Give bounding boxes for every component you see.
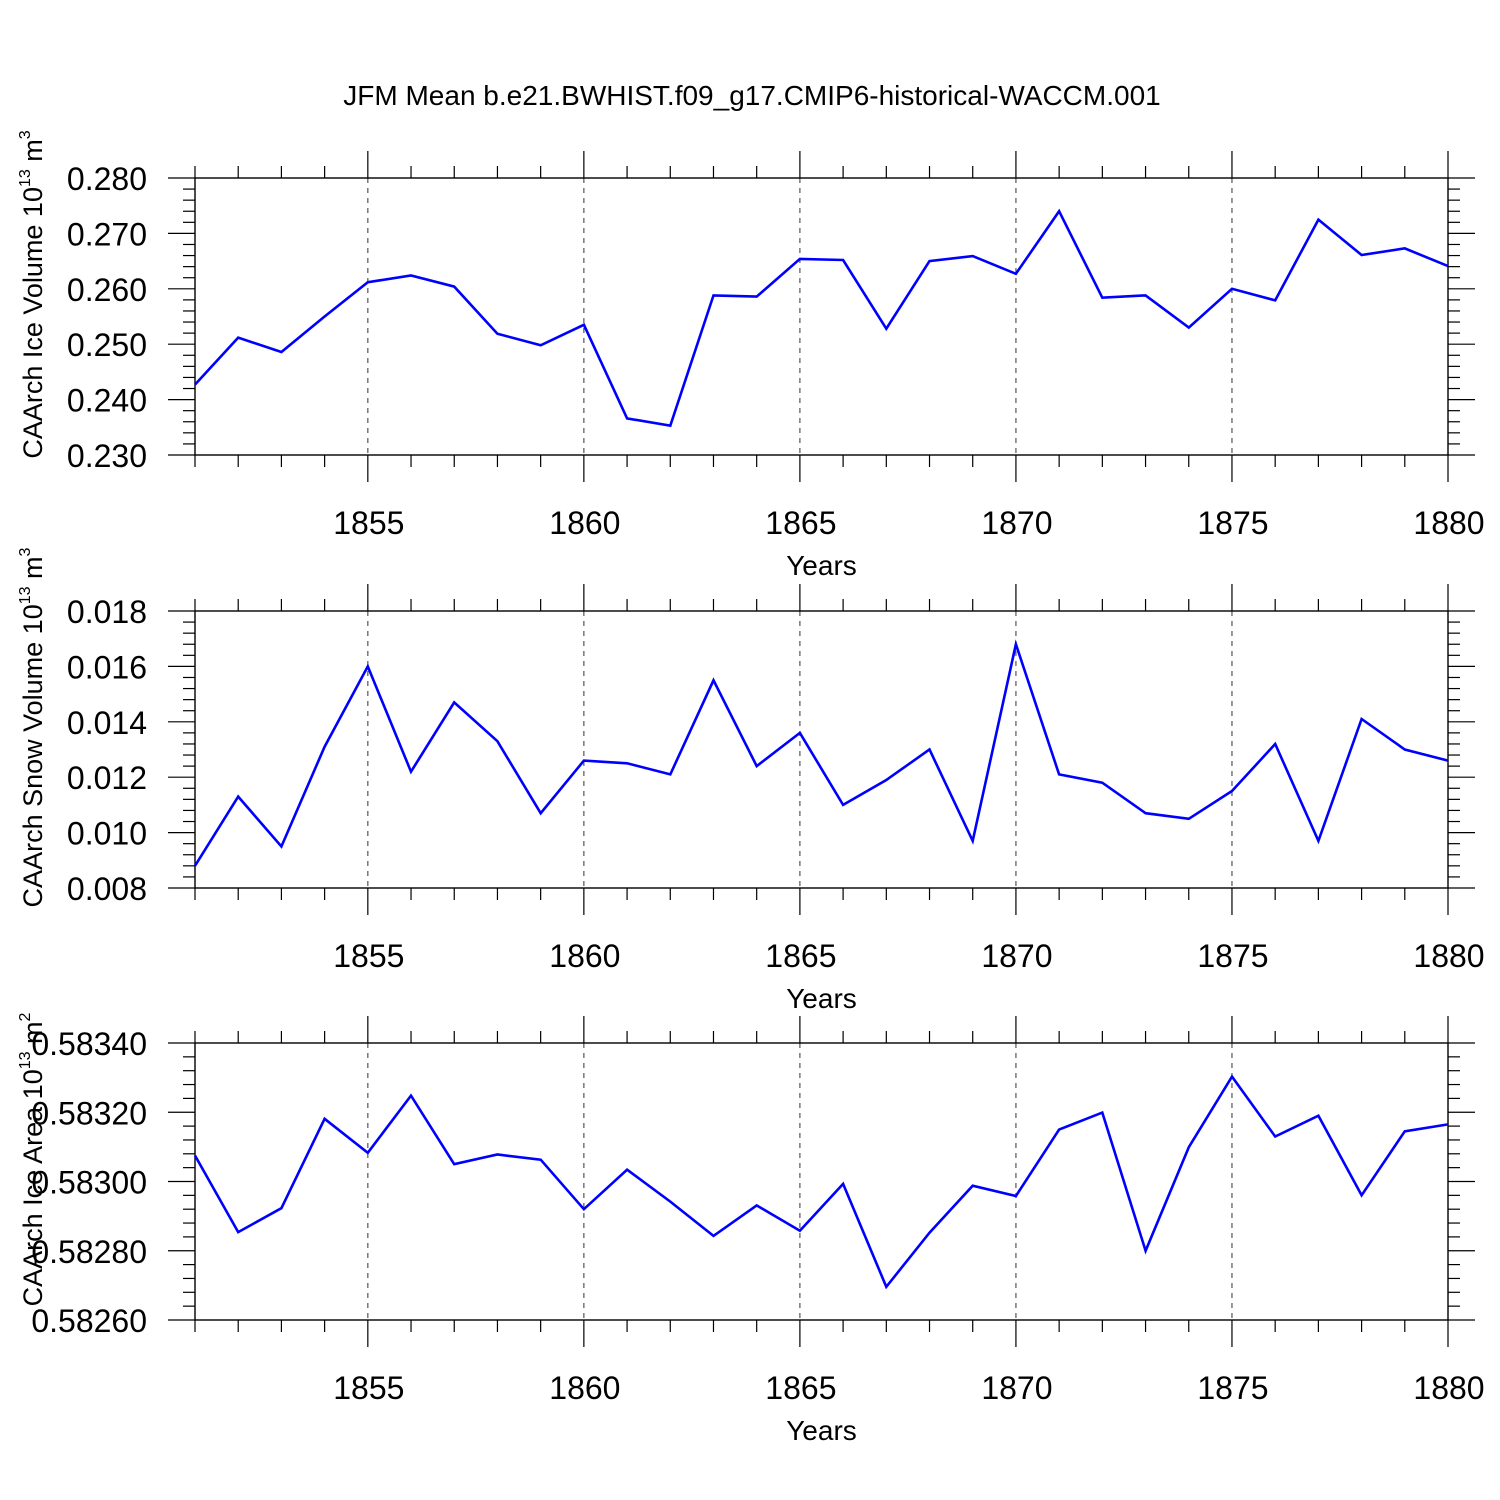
y-tick-label: 0.270 (67, 216, 147, 252)
y-tick-label: 0.014 (67, 705, 147, 741)
y-tick-label: 0.58300 (31, 1165, 147, 1201)
x-tick-label: 1855 (333, 938, 404, 974)
y-tick-label: 0.260 (67, 272, 147, 308)
plot-frame (194, 610, 1449, 889)
y-tick-label: 0.240 (67, 383, 147, 419)
y-tick-label: 0.58260 (31, 1303, 147, 1339)
y-tick-label: 0.230 (67, 438, 147, 474)
x-tick-label: 1870 (981, 505, 1052, 541)
panel-3: 0.58260 0.58280 0.58300 0.58320 0.58340 1855 1… (17, 1012, 1485, 1446)
x-tick-label: 1875 (1197, 505, 1268, 541)
y-tick-label: 0.250 (67, 327, 147, 363)
y-tick-label: 0.018 (67, 594, 147, 630)
x-tick-label: 1860 (549, 505, 620, 541)
y-tick-label: 0.58320 (31, 1095, 147, 1131)
x-tick-label: 1880 (1413, 505, 1484, 541)
x-tick-label: 1855 (333, 1370, 404, 1406)
y-tick-label: 0.58340 (31, 1026, 147, 1062)
y-tick-label: 0.008 (67, 871, 147, 907)
x-tick-label: 1860 (549, 1370, 620, 1406)
series-line (193, 639, 1449, 867)
plot-frame (194, 177, 1449, 456)
series-line (194, 208, 1449, 428)
x-tick-label: 1870 (981, 1370, 1052, 1406)
panel-2: 0.008 0.010 0.012 0.014 0.016 0.018 1855 1860 18… (17, 547, 1485, 1014)
y-tick-label: 0.012 (67, 760, 147, 796)
x-axis-title: Years (786, 1415, 857, 1446)
y-axis-title: CAArch Ice Area 1013 m2 (17, 1012, 48, 1306)
y-axis-title: CAArch Snow Volume 1013 m3 (17, 547, 48, 907)
panel-1: 0.230 0.240 0.250 0.260 0.270 0.280 1855 1860 18… (17, 130, 1485, 581)
y-tick-label: 0.010 (67, 816, 147, 852)
x-tick-label: 1880 (1413, 1370, 1484, 1406)
y-axis-title: CAArch Ice Volume 1013 m3 (17, 130, 48, 458)
chart-title: JFM Mean b.e21.BWHIST.f09_g17.CMIP6-hist… (343, 80, 1160, 111)
chart-panels: 0.230 0.240 0.250 0.260 0.270 0.280 1855 1860 18… (17, 130, 1485, 1446)
x-tick-label: 1865 (765, 1370, 836, 1406)
x-tick-label: 1855 (333, 505, 404, 541)
y-tick-label: 0.280 (67, 161, 147, 197)
x-tick-label: 1875 (1197, 938, 1268, 974)
x-tick-label: 1865 (765, 505, 836, 541)
x-tick-label: 1875 (1197, 1370, 1268, 1406)
plot-frame (194, 1042, 1449, 1321)
x-tick-label: 1870 (981, 938, 1052, 974)
y-tick-label: 0.58280 (31, 1234, 147, 1270)
x-tick-label: 1865 (765, 938, 836, 974)
x-tick-label: 1860 (549, 938, 620, 974)
x-axis-title: Years (786, 983, 857, 1014)
series-line (193, 1074, 1449, 1290)
x-axis-title: Years (786, 550, 857, 581)
x-tick-label: 1880 (1413, 938, 1484, 974)
y-tick-label: 0.016 (67, 649, 147, 685)
